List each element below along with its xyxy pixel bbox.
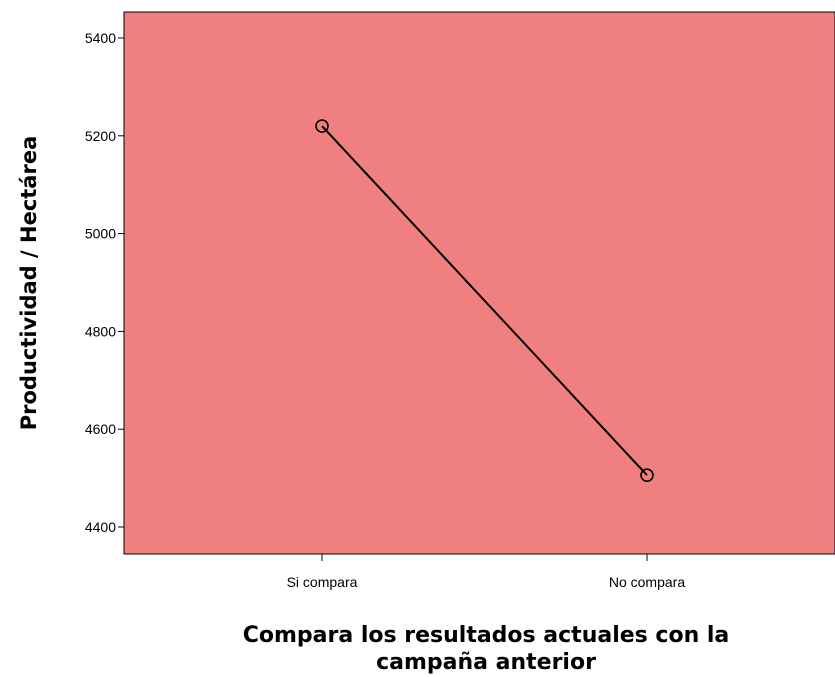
x-tick-label: Si compara: [287, 574, 358, 590]
data-point: [315, 119, 329, 133]
x-axis-title-line-2: campaña anterior: [376, 650, 596, 675]
y-tick-label: 5200: [85, 128, 116, 144]
y-tick-label: 5400: [85, 30, 116, 46]
y-tick-label: 4800: [85, 323, 116, 339]
y-tick-label: 5000: [85, 226, 116, 242]
x-axis-title-line-1: Compara los resultados actuales con la: [243, 623, 730, 648]
series-line: [321, 125, 648, 476]
series-layer: [315, 119, 654, 482]
y-axis: 4400 4600 4800 5000 5200 5400: [85, 30, 124, 535]
plot-area: [123, 11, 835, 555]
y-axis-title: Productividad / Hectárea: [17, 136, 41, 431]
x-axis: Si compara No compara: [287, 554, 685, 590]
x-tick-label: No compara: [609, 574, 685, 590]
y-tick-label: 4400: [85, 519, 116, 535]
y-tick-label: 4600: [85, 421, 116, 437]
data-point: [640, 468, 654, 482]
